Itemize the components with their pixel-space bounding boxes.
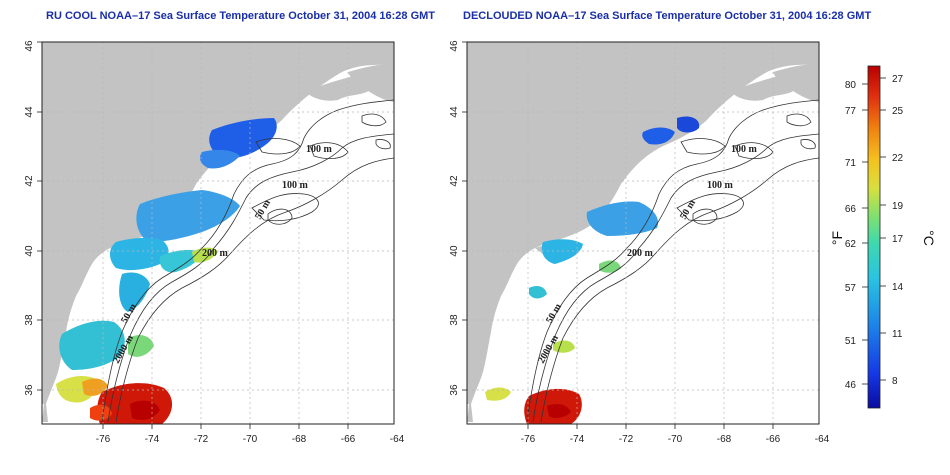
lon-tick-label: -64	[815, 434, 830, 445]
celsius-tick-label: 11	[892, 329, 903, 340]
left-map-title: RU COOL NOAA–17 Sea Surface Temperature …	[46, 10, 436, 22]
fahrenheit-ticks: 80 77 71 66 62 57 51 46	[845, 80, 857, 391]
lon-tick-label: -74	[145, 434, 160, 445]
lon-tick-label: -66	[766, 434, 781, 445]
contour-label-100m-a: 100 m	[306, 144, 333, 155]
lat-tick-label: 38	[24, 314, 35, 326]
lon-tick-label: -68	[717, 434, 732, 445]
celsius-tick-label: 22	[892, 153, 904, 164]
celsius-tick-label: 19	[892, 201, 904, 212]
fahrenheit-tick-label: 80	[845, 80, 857, 91]
lat-tick-label: 40	[449, 245, 460, 257]
lon-tick-label: -66	[341, 434, 356, 445]
lon-tick-label: -70	[668, 434, 683, 445]
lon-tick-label: -70	[243, 434, 258, 445]
celsius-tick-label: 27	[892, 74, 904, 85]
lat-tick-labels: 36 38 40 42 44 46	[449, 40, 460, 396]
fahrenheit-tick-label: 71	[845, 158, 857, 169]
left-sst-map: 100 m 100 m 50 m 200 m 50 m 2000 m -76 -…	[24, 40, 405, 445]
lat-tick-label: 46	[449, 40, 460, 52]
fahrenheit-tick-label: 62	[845, 239, 857, 250]
contour-label-200m: 200 m	[627, 248, 654, 259]
celsius-tick-label: 14	[892, 282, 904, 293]
celsius-unit-label: °C	[921, 230, 937, 246]
lat-tick-labels: 36 38 40 42 44 46	[24, 40, 35, 396]
lon-tick-label: -64	[390, 434, 405, 445]
celsius-ticks: 27 25 22 19 17 14 11 8	[892, 74, 904, 387]
fahrenheit-tick-label: 77	[845, 106, 857, 117]
lat-tick-label: 46	[24, 40, 35, 52]
colorbar-gradient	[867, 65, 881, 409]
lon-tick-labels: -76 -74 -72 -70 -68 -66 -64	[96, 434, 405, 445]
sst-pixels	[56, 118, 277, 424]
lon-tick-label: -74	[570, 434, 585, 445]
lat-tick-label: 42	[24, 175, 35, 187]
contour-label-100m-b: 100 m	[282, 180, 309, 191]
lat-tick-label: 38	[449, 314, 460, 326]
map-frame	[466, 41, 820, 425]
lon-tick-label: -72	[619, 434, 634, 445]
celsius-tick-label: 17	[892, 234, 904, 245]
map-frame	[41, 41, 395, 425]
lat-tick-label: 40	[24, 245, 35, 257]
lat-tick-label: 36	[24, 384, 35, 396]
lon-tick-labels: -76 -74 -72 -70 -68 -66 -64	[521, 434, 830, 445]
fahrenheit-tick-label: 51	[845, 336, 857, 347]
temperature-colorbar: 80 77 71 66 62 57 51 46 27 25 22 19 17 1…	[829, 65, 937, 409]
sst-pixels	[485, 116, 700, 424]
lat-tick-label: 36	[449, 384, 460, 396]
fahrenheit-tick-label: 57	[845, 283, 857, 294]
right-sst-map: 100 m 100 m 50 m 200 m 50 m 2000 m -76 -…	[449, 40, 830, 445]
lon-tick-label: -72	[194, 434, 209, 445]
fahrenheit-tick-label: 46	[845, 380, 857, 391]
contour-label-100m-a: 100 m	[731, 144, 758, 155]
lon-tick-label: -76	[521, 434, 536, 445]
fahrenheit-tick-label: 66	[845, 204, 857, 215]
fahrenheit-unit-label: °F	[829, 231, 845, 245]
lat-tick-label: 44	[449, 106, 460, 118]
lon-tick-label: -68	[292, 434, 307, 445]
celsius-tick-label: 8	[892, 376, 898, 387]
celsius-tick-label: 25	[892, 106, 904, 117]
lon-tick-label: -76	[96, 434, 111, 445]
lat-tick-label: 42	[449, 175, 460, 187]
contour-label-100m-b: 100 m	[707, 180, 734, 191]
contour-label-200m: 200 m	[202, 248, 229, 259]
lat-tick-label: 44	[24, 106, 35, 118]
right-map-title: DECLOUDED NOAA–17 Sea Surface Temperatur…	[463, 10, 872, 22]
